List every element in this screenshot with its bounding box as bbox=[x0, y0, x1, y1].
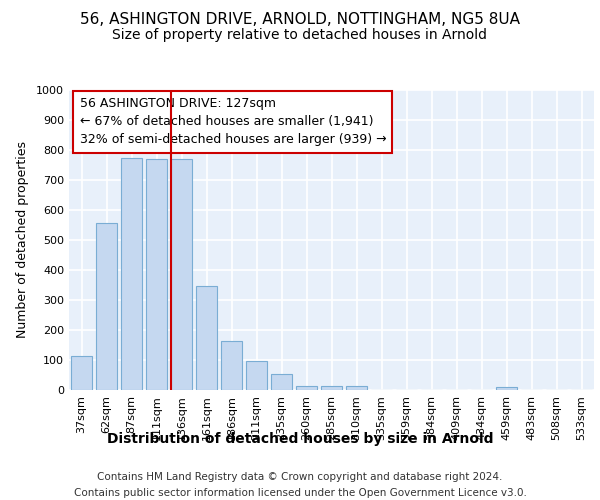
Bar bbox=[346, 386, 367, 390]
Text: Contains public sector information licensed under the Open Government Licence v3: Contains public sector information licen… bbox=[74, 488, 526, 498]
Bar bbox=[146, 159, 167, 390]
Bar bbox=[271, 374, 292, 390]
Text: Size of property relative to detached houses in Arnold: Size of property relative to detached ho… bbox=[113, 28, 487, 42]
Bar bbox=[196, 286, 217, 390]
Bar bbox=[496, 387, 517, 390]
Text: Contains HM Land Registry data © Crown copyright and database right 2024.: Contains HM Land Registry data © Crown c… bbox=[97, 472, 503, 482]
Bar bbox=[221, 340, 242, 390]
Text: 56 ASHINGTON DRIVE: 127sqm
← 67% of detached houses are smaller (1,941)
32% of s: 56 ASHINGTON DRIVE: 127sqm ← 67% of deta… bbox=[79, 98, 386, 146]
Bar bbox=[321, 386, 342, 390]
Y-axis label: Number of detached properties: Number of detached properties bbox=[16, 142, 29, 338]
Bar bbox=[71, 356, 92, 390]
Bar bbox=[121, 158, 142, 390]
Bar bbox=[246, 360, 267, 390]
Bar bbox=[296, 386, 317, 390]
Text: 56, ASHINGTON DRIVE, ARNOLD, NOTTINGHAM, NG5 8UA: 56, ASHINGTON DRIVE, ARNOLD, NOTTINGHAM,… bbox=[80, 12, 520, 28]
Bar bbox=[171, 159, 192, 390]
Text: Distribution of detached houses by size in Arnold: Distribution of detached houses by size … bbox=[107, 432, 493, 446]
Bar bbox=[96, 223, 117, 390]
